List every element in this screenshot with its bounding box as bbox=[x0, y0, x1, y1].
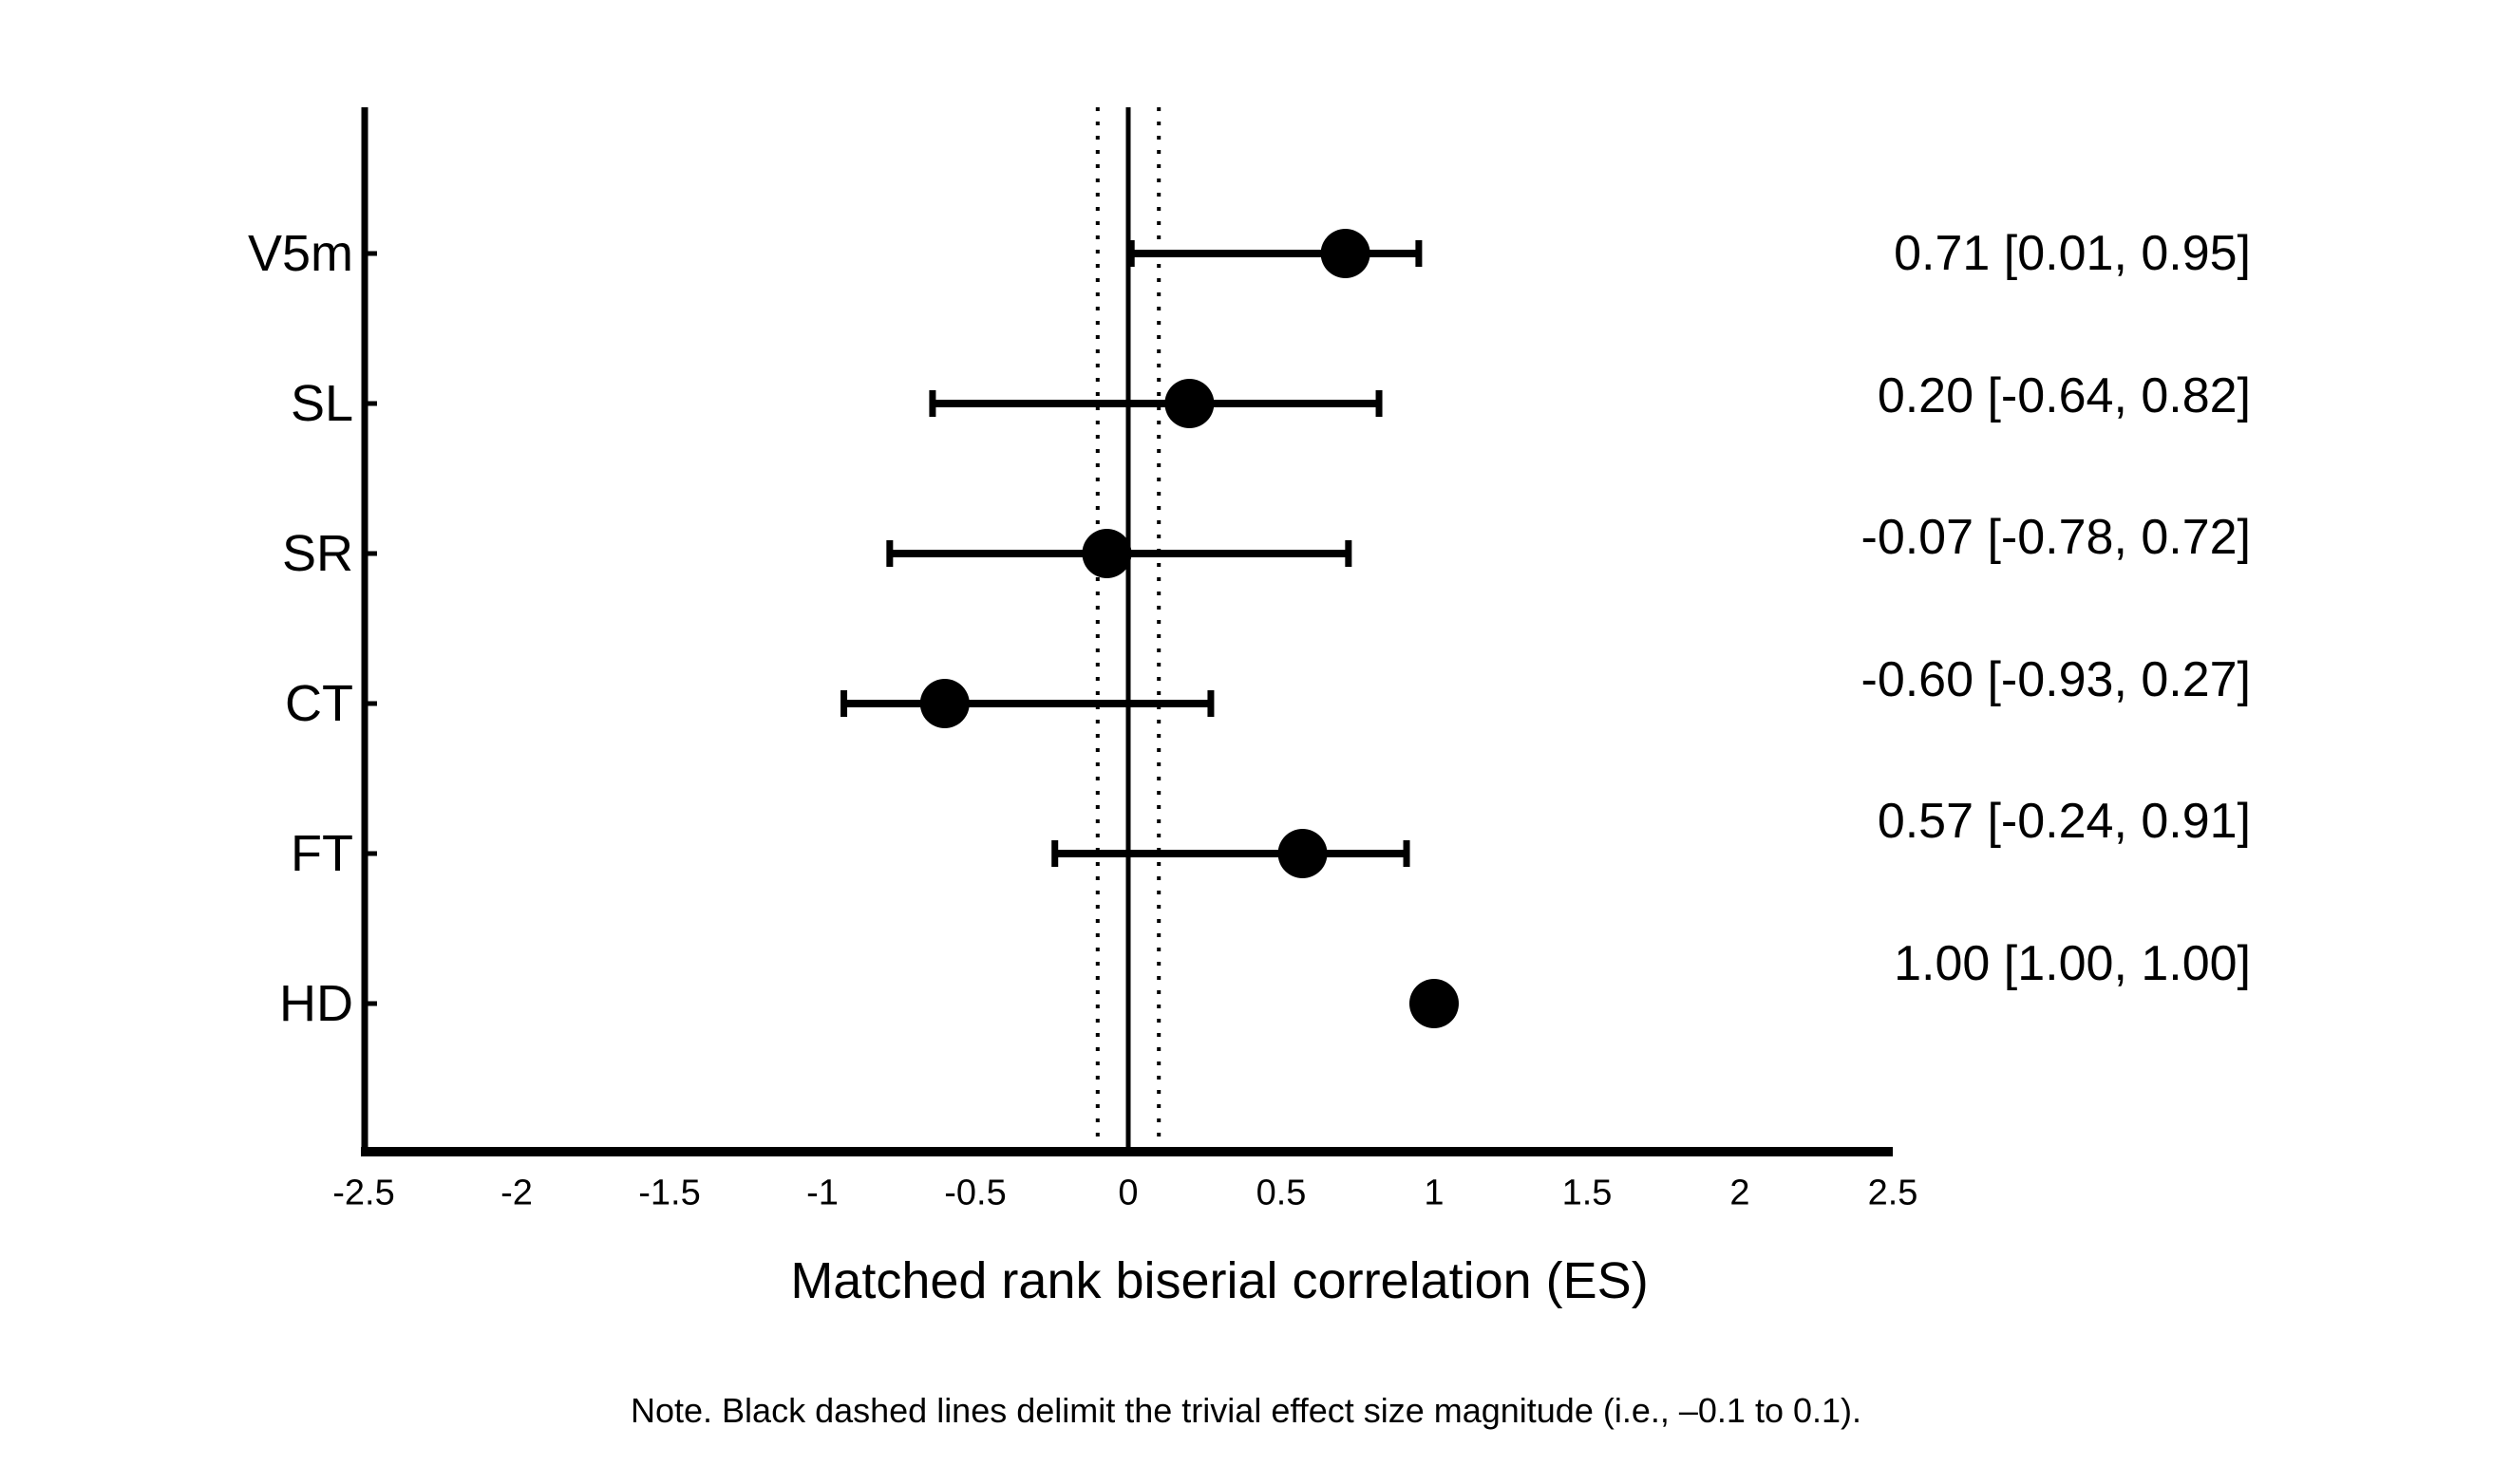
row-label-CT: CT bbox=[285, 675, 353, 732]
x-tick-label-1: 1 bbox=[1424, 1173, 1445, 1213]
ci-annotation-HD: 1.00 [1.00, 1.00] bbox=[1894, 936, 2251, 991]
ci-annotation-SR: -0.07 [-0.78, 0.72] bbox=[1860, 510, 2252, 566]
effect-size-dot-FT bbox=[1277, 829, 1328, 878]
row-label-V5m: V5m bbox=[247, 225, 353, 282]
row-label-SL: SL bbox=[290, 375, 353, 432]
x-tick-label--1: -1 bbox=[806, 1173, 839, 1213]
ci-annotation-SL: 0.20 [-0.64, 0.82] bbox=[1877, 367, 2251, 423]
row-label-FT: FT bbox=[291, 825, 353, 882]
x-tick-label--0.5: -0.5 bbox=[944, 1173, 1007, 1213]
x-tick-label-2.5: 2.5 bbox=[1867, 1173, 1918, 1213]
effect-size-dot-SR bbox=[1082, 529, 1132, 578]
ci-annotation-FT: 0.57 [-0.24, 0.91] bbox=[1877, 794, 2251, 850]
x-tick-label-0.5: 0.5 bbox=[1256, 1173, 1307, 1213]
x-tick-label--1.5: -1.5 bbox=[638, 1173, 701, 1213]
x-tick-label--2.5: -2.5 bbox=[332, 1173, 395, 1213]
x-tick-label-0: 0 bbox=[1118, 1173, 1139, 1213]
ci-annotation-CT: -0.60 [-0.93, 0.27] bbox=[1860, 651, 2252, 707]
figure-note: Note. Black dashed lines delimit the tri… bbox=[631, 1391, 1861, 1430]
x-tick-label--2: -2 bbox=[500, 1173, 533, 1213]
effect-size-dot-V5m bbox=[1320, 229, 1370, 278]
row-label-HD: HD bbox=[279, 975, 353, 1032]
x-tick-label-2: 2 bbox=[1729, 1173, 1750, 1213]
x-axis-title: Matched rank biserial correlation (ES) bbox=[790, 1252, 1649, 1309]
effect-size-dot-SL bbox=[1164, 379, 1215, 428]
effect-size-dot-CT bbox=[919, 679, 970, 728]
x-tick-label-1.5: 1.5 bbox=[1561, 1173, 1613, 1213]
ci-annotation-V5m: 0.71 [0.01, 0.95] bbox=[1894, 226, 2251, 281]
effect-size-dot-HD bbox=[1409, 979, 1459, 1028]
row-label-SR: SR bbox=[281, 525, 353, 582]
